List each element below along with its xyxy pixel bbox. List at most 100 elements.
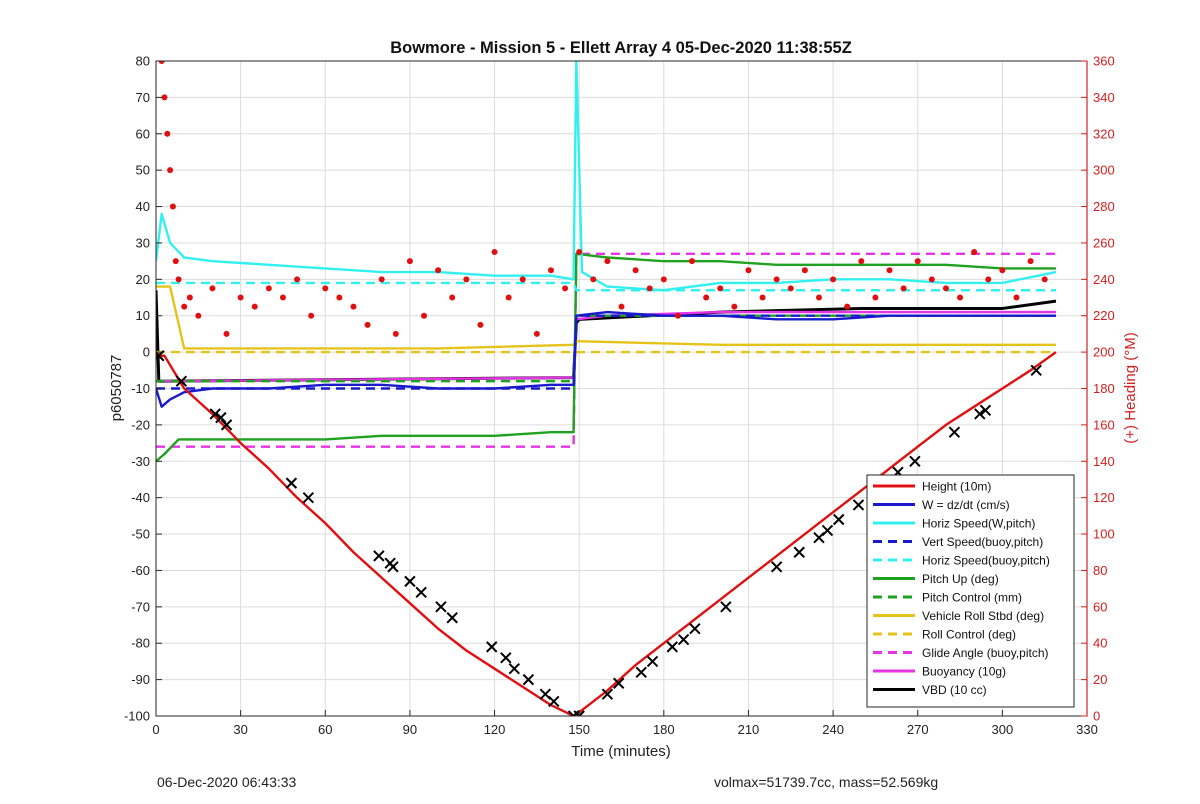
waypoint-marker [373,550,385,562]
heading-point [167,167,174,174]
waypoint-marker [500,652,512,664]
waypoint-marker [646,655,659,668]
y-tick-label: 60 [136,126,150,141]
y2-tick-label: 360 [1093,54,1115,69]
heading-point [322,285,329,292]
y-tick-label: 10 [136,308,150,323]
axes: 0 30 60 90 120 150 180 210 240 270 300 330-100-90-8… [124,54,1115,738]
y-tick-label: 30 [136,235,150,250]
waypoint-marker [974,408,986,420]
y2-tick-label: 320 [1093,126,1115,141]
waypoint-marker [508,662,521,675]
heading-point [914,258,921,265]
y2-tick-label: 0 [1093,709,1100,724]
waypoint-marker [852,499,865,511]
heading-point [928,276,935,283]
waypoint-marker [404,575,416,588]
waypoint-marker [979,404,992,417]
legend-label: VBD (10 cc) [922,683,987,697]
y2-tick-label: 200 [1093,345,1115,360]
waypoint-marker [573,710,585,716]
heading-point [674,312,681,319]
legend-label: Height (10m) [922,480,991,494]
heading-point [435,267,442,274]
heading-point [1027,258,1034,265]
heading-point [787,285,794,292]
series-line-2 [156,61,1057,292]
x-tick-label: 0 [152,722,159,737]
series-line-1 [156,310,1056,408]
y-tick-label: -40 [131,490,150,505]
chart-legend: Height (10m) W = dz/dt (cm/s) Horiz Speed(… [866,474,1075,708]
heading-point [186,294,193,301]
y-tick-label: -20 [131,417,150,432]
heading-point [886,267,893,274]
waypoint-marker [415,586,427,598]
heading-point [519,276,526,283]
waypoint-marker [302,491,315,504]
heading-point [703,294,710,301]
heading-point [265,285,272,292]
legend-label: Horiz Speed(buoy,pitch) [922,554,1050,568]
heading-point [161,94,168,101]
legend-box [866,474,1075,708]
heading-point [491,249,498,256]
y-tick-label: 80 [136,54,150,69]
footer-volume-mass: volmax=51739.7cc, mass=52.569kg [714,774,939,790]
heading-point [971,249,978,256]
legend-label: Pitch Control (mm) [922,591,1022,605]
waypoint-marker [1030,364,1042,377]
legend-label: Vert Speed(buoy,pitch) [922,535,1043,549]
heading-point [172,258,179,265]
waypoint-marker [601,688,614,700]
y-tick-label: 0 [143,345,150,360]
x-tick-label: 90 [403,722,417,737]
y-tick-label: 40 [136,199,150,214]
heading-point [660,276,667,283]
heading-point [164,130,171,137]
heading-point [505,294,512,301]
heading-point [364,321,371,328]
x-tick-label: 180 [653,722,675,737]
waypoint-marker [220,419,233,431]
y-tick-label: -50 [131,527,150,542]
y-tick-label: -70 [131,599,150,614]
heading-point [801,267,808,274]
waypoint-marker [387,561,399,573]
legend-label: Roll Control (deg) [922,628,1016,642]
heading-point [195,312,202,319]
heading-point [646,285,653,292]
waypoint-marker [793,546,805,558]
waypoint-marker [948,426,961,438]
y-tick-label: -100 [124,709,150,724]
waypoint-marker [689,622,701,635]
heading-point [830,276,837,283]
heading-point [477,321,484,328]
heading-point [237,294,244,301]
heading-point [618,303,625,310]
y-tick-label: -90 [131,672,150,687]
y2-tick-label: 60 [1093,599,1107,614]
waypoint-marker [548,695,560,708]
heading-point [900,285,907,292]
heading-point [336,294,343,301]
heading-point [576,249,583,256]
y-tick-label: -80 [131,636,150,651]
heading-point [957,294,964,301]
waypoint-marker [435,601,447,613]
footer-timestamp: 06-Dec-2020 06:43:33 [157,774,297,790]
series-line-5 [156,252,1056,463]
x-tick-label: 240 [822,722,844,737]
heading-point [773,276,780,283]
heading-point [279,294,286,301]
heading-point [392,330,399,337]
x-tick-label: 210 [738,722,760,737]
x-tick-label: 300 [992,722,1014,737]
plot-area [156,61,1057,716]
heading-point [562,285,569,292]
x-tick-label: 60 [318,722,332,737]
heading-point [689,258,696,265]
heading-point [759,294,766,301]
y2-tick-label: 220 [1093,308,1115,323]
x-tick-label: 30 [233,722,247,737]
